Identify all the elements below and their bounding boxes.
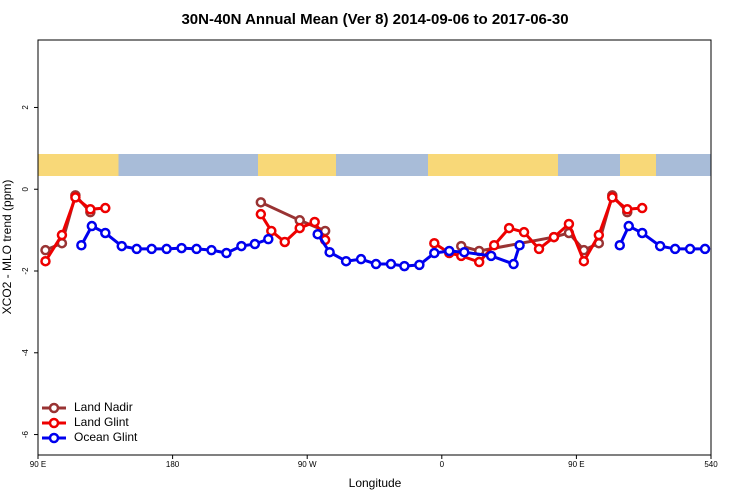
- point: [563, 218, 575, 230]
- point: [266, 225, 277, 237]
- x-axis-label: Longitude: [349, 476, 402, 490]
- point: [623, 220, 634, 232]
- point: [100, 227, 111, 239]
- plot-frame: [37, 39, 712, 456]
- point: [236, 240, 247, 252]
- map-land: [428, 154, 558, 176]
- point: [621, 204, 633, 215]
- chart-title: 30N-40N Annual Mean (Ver 8) 2014-09-06 t…: [181, 11, 568, 28]
- legend-swatch-marker: [48, 417, 60, 429]
- x-tick-label: 90 E: [30, 460, 46, 469]
- point: [221, 247, 232, 259]
- series-line: [44, 192, 629, 253]
- point: [146, 243, 157, 255]
- point: [578, 255, 590, 267]
- point: [593, 229, 605, 241]
- legend-label: Land Nadir: [74, 400, 133, 414]
- point: [669, 243, 681, 255]
- point: [206, 244, 217, 256]
- y-tick-label: -6: [21, 430, 30, 438]
- legend-label: Land Glint: [74, 415, 129, 429]
- point: [503, 222, 515, 234]
- point: [654, 240, 666, 252]
- point: [100, 202, 111, 214]
- point: [458, 246, 470, 258]
- point: [131, 243, 142, 255]
- point: [340, 255, 352, 267]
- point: [370, 258, 382, 270]
- point: [607, 192, 618, 203]
- point: [414, 259, 425, 271]
- point: [294, 222, 305, 234]
- point: [116, 240, 128, 252]
- point: [76, 240, 87, 251]
- x-tick-label: 540: [704, 460, 718, 469]
- point: [176, 242, 187, 254]
- map-land: [620, 154, 656, 176]
- point: [684, 243, 696, 255]
- point: [56, 229, 68, 241]
- y-tick-label: 2: [21, 105, 30, 110]
- x-tick-label: 180: [166, 460, 180, 469]
- point: [249, 238, 261, 250]
- x-tick-label: 0: [440, 460, 445, 469]
- point: [485, 250, 497, 262]
- x-tick-label: 90 E: [568, 460, 584, 469]
- point: [263, 233, 274, 245]
- point: [312, 228, 323, 240]
- point: [309, 216, 320, 228]
- point: [385, 258, 397, 270]
- point: [86, 220, 98, 232]
- x-tick-label: 90 W: [298, 460, 317, 469]
- point: [533, 243, 545, 255]
- point: [473, 256, 485, 268]
- point: [324, 246, 335, 258]
- point: [636, 227, 648, 239]
- point: [161, 243, 172, 255]
- point: [191, 243, 202, 255]
- point: [508, 258, 519, 270]
- y-axis-label: XCO2 - MLO trend (ppm): [0, 180, 14, 315]
- legend-swatch-marker: [48, 432, 60, 444]
- map-land: [258, 154, 336, 176]
- point: [444, 245, 455, 257]
- point: [85, 204, 96, 215]
- point: [429, 247, 440, 259]
- point: [40, 255, 51, 267]
- y-tick-label: -2: [21, 267, 30, 275]
- legend-swatch-marker: [48, 402, 60, 414]
- point: [355, 253, 367, 265]
- point: [399, 260, 410, 272]
- point: [614, 240, 626, 251]
- point: [636, 202, 648, 214]
- y-tick-label: 0: [21, 186, 30, 191]
- point: [518, 226, 530, 238]
- point: [488, 240, 500, 251]
- point: [429, 237, 440, 249]
- map-ocean: [38, 154, 711, 176]
- point: [255, 208, 267, 220]
- point: [279, 236, 291, 248]
- world-map-band: [38, 154, 711, 176]
- point: [70, 192, 81, 203]
- map-land: [38, 154, 119, 176]
- point: [40, 244, 51, 256]
- y-tick-label: -4: [21, 349, 30, 357]
- legend-label: Ocean Glint: [74, 430, 138, 444]
- point: [255, 197, 267, 208]
- point: [699, 243, 711, 255]
- point: [514, 240, 525, 251]
- point: [548, 231, 560, 243]
